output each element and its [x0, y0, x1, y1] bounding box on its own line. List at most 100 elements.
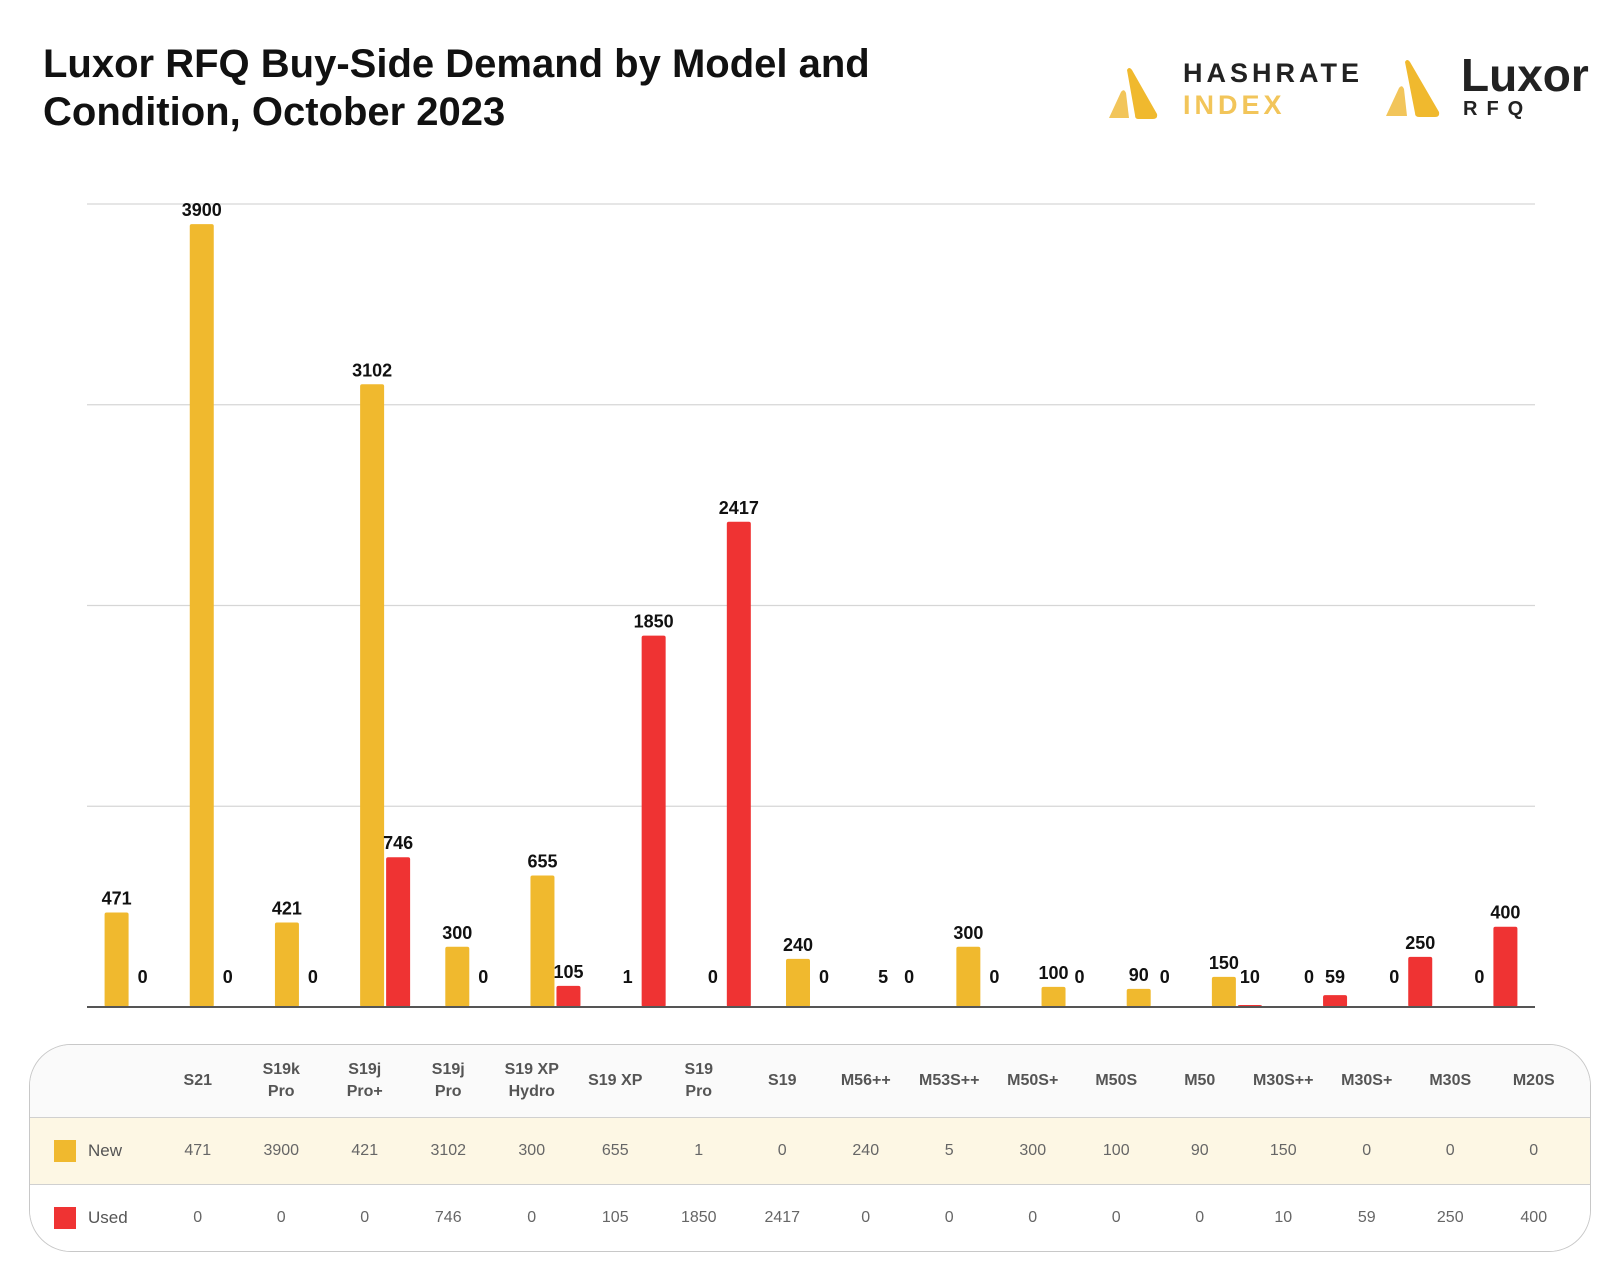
table-column-header: S19 XP Hydro: [504, 1061, 559, 1100]
table-cell: 0: [1529, 1142, 1539, 1159]
table-cell: 240: [852, 1142, 880, 1159]
bar-new-1: [189, 224, 214, 1007]
luxor-logo-icon: [1386, 60, 1440, 117]
data-label-used-16: 400: [1490, 903, 1520, 923]
table-cell: 0: [193, 1209, 203, 1226]
data-label-used-13: 10: [1240, 967, 1260, 987]
table-column-header: S21: [183, 1072, 212, 1089]
data-table: S21 S19k Pro S19j Pro+ S19j Pro S19 XP Hydro…: [29, 1044, 1591, 1252]
table-column-header: S19: [768, 1072, 797, 1089]
data-label-new-1: 3900: [182, 200, 222, 220]
bar-new-12: [1126, 988, 1151, 1007]
table-column-header: M50S+: [1007, 1072, 1059, 1089]
luxor-label: Luxor: [1461, 49, 1589, 101]
table-cell: 2417: [764, 1209, 801, 1226]
table-row-new: New 471 3900 421 3102 300 655 1 0 240 5 300 100 90 15…: [30, 1118, 1590, 1185]
data-label-new-9: 5: [878, 967, 888, 987]
table-cell: 90: [1190, 1142, 1209, 1159]
bar-used-7: [726, 521, 751, 1007]
data-label-new-13: 150: [1209, 953, 1239, 973]
bar-used-3: [386, 857, 411, 1007]
table-cell: 0: [861, 1209, 871, 1226]
hashrate-index-logo-icon: [1109, 68, 1158, 119]
bar-new-4: [445, 946, 470, 1007]
table-cell: 655: [601, 1142, 629, 1159]
table-column-header: M50: [1184, 1072, 1216, 1089]
used-swatch: [54, 1207, 76, 1229]
bar-new-13: [1211, 976, 1236, 1007]
data-label-new-0: 471: [102, 888, 132, 908]
table-column-header: S19j Pro+: [346, 1061, 383, 1100]
table-column-header: M50S: [1095, 1072, 1138, 1089]
bar-used-16: [1493, 926, 1518, 1007]
data-label-used-3: 746: [383, 833, 413, 853]
table-cell: 300: [1019, 1142, 1047, 1159]
data-label-used-9: 0: [904, 967, 914, 987]
table-column-header: M30S: [1429, 1072, 1472, 1089]
table-column-header: S19k Pro: [262, 1061, 300, 1100]
table-cell: 1850: [680, 1209, 717, 1226]
data-label-new-15: 0: [1389, 967, 1399, 987]
table-cell: 421: [351, 1142, 379, 1159]
table-cell: 5: [944, 1142, 954, 1159]
table-header-row: S21 S19k Pro S19j Pro+ S19j Pro S19 XP Hydro…: [30, 1045, 1590, 1118]
data-label-used-10: 0: [989, 967, 999, 987]
bar-used-5: [556, 985, 581, 1007]
table-cell: 0: [1111, 1209, 1121, 1226]
table-cell: 105: [601, 1209, 629, 1226]
table-column-header: M53S++: [919, 1072, 980, 1089]
table-column-header: S19j Pro: [431, 1061, 465, 1100]
bar-new-0: [104, 912, 129, 1007]
legend-used: Used: [30, 1207, 156, 1229]
table-cell: 0: [944, 1209, 954, 1226]
table-cell: 746: [434, 1209, 462, 1226]
table-cell: 400: [1520, 1209, 1548, 1226]
data-label-used-14: 59: [1325, 967, 1345, 987]
data-label-used-7: 2417: [719, 498, 759, 518]
table-cell: 1: [694, 1142, 704, 1159]
hashrate-label: HASHRATE: [1183, 58, 1363, 88]
bar-used-14: [1323, 995, 1348, 1007]
table-cell: 0: [276, 1209, 286, 1226]
legend-new: New: [30, 1140, 156, 1162]
table-cell: 471: [184, 1142, 212, 1159]
bar-new-8: [786, 958, 810, 1007]
data-label-new-5: 655: [527, 852, 557, 872]
data-label-used-6: 1850: [634, 612, 674, 632]
table-cell: 3102: [430, 1142, 467, 1159]
data-label-new-14: 0: [1304, 967, 1314, 987]
bar-new-10: [956, 946, 981, 1007]
chart-title: Luxor RFQ Buy-Side Demand by Model and C…: [43, 42, 870, 134]
bar-used-15: [1408, 956, 1433, 1007]
data-label-new-2: 421: [272, 898, 302, 918]
table-column-header: M20S: [1512, 1072, 1555, 1089]
bar-new-3: [360, 384, 385, 1007]
table-cell: 0: [1445, 1142, 1455, 1159]
data-label-used-15: 250: [1405, 933, 1435, 953]
bar-new-5: [530, 875, 555, 1007]
new-swatch: [54, 1140, 76, 1162]
table-cell: 0: [1362, 1142, 1372, 1159]
data-label-new-16: 0: [1474, 967, 1484, 987]
table-cell: 100: [1102, 1142, 1130, 1159]
data-label-used-1: 0: [223, 967, 233, 987]
data-label-new-8: 240: [783, 935, 813, 955]
table-cell: 0: [360, 1209, 370, 1226]
data-label-new-3: 3102: [352, 360, 392, 380]
data-label-new-11: 100: [1039, 963, 1069, 983]
data-label-used-4: 0: [478, 967, 488, 987]
bar-new-11: [1041, 986, 1066, 1007]
table-cell: 0: [1195, 1209, 1205, 1226]
data-label-new-4: 300: [442, 923, 472, 943]
data-label-used-12: 0: [1160, 967, 1170, 987]
data-label-used-2: 0: [308, 967, 318, 987]
data-label-used-8: 0: [819, 967, 829, 987]
table-cell: 250: [1436, 1209, 1464, 1226]
table-cell: 10: [1274, 1209, 1293, 1226]
table-column-header: M30S++: [1253, 1072, 1314, 1089]
index-label: INDEX: [1183, 90, 1286, 120]
bar-new-2: [274, 922, 299, 1007]
table-cell: 300: [518, 1142, 546, 1159]
table-column-header: M56++: [840, 1072, 891, 1089]
